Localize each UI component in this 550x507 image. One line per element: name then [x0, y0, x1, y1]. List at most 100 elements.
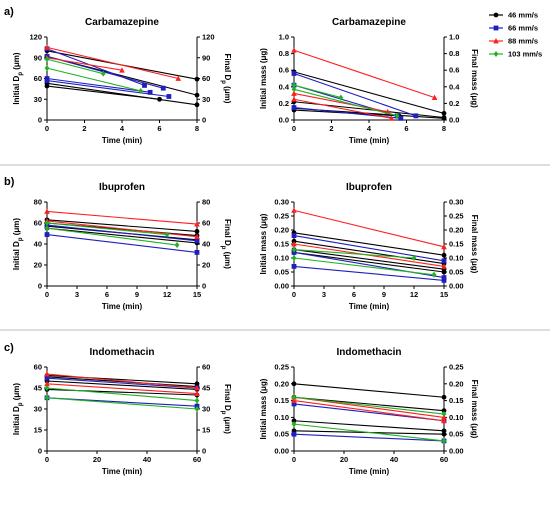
y-tick-label-right: 0 — [202, 447, 206, 456]
data-point — [441, 414, 447, 420]
series-line — [293, 84, 342, 99]
y-tick-label-left: 0 — [38, 282, 42, 291]
data-point — [175, 75, 182, 81]
y-tick-label-right: 0 — [202, 282, 206, 291]
data-point — [194, 406, 200, 412]
y-axis-label-right: Final mass (μg) — [470, 380, 479, 439]
y-tick-label-right: 0.00 — [449, 282, 464, 291]
series-line — [46, 222, 168, 236]
series-line — [46, 48, 145, 86]
y-tick-label-right: 40 — [202, 240, 210, 249]
series-line — [46, 55, 164, 89]
series-line — [46, 77, 151, 93]
chart-title: Indomethacin — [336, 347, 401, 358]
y-tick-label-left: 0.20 — [274, 226, 289, 235]
legend-marker — [493, 25, 499, 31]
series-line — [46, 387, 198, 402]
y-tick-label-left: 0 — [38, 116, 42, 125]
data-point — [441, 408, 447, 414]
panel-labels: a) b) c) — [4, 6, 15, 354]
x-tick-label: 9 — [382, 290, 386, 299]
series-line — [293, 400, 445, 422]
series-line — [293, 240, 445, 265]
panel-label: b) — [4, 176, 15, 188]
series-line — [293, 265, 445, 281]
data-point — [291, 105, 297, 110]
x-tick-label: 60 — [440, 455, 448, 464]
data-point — [291, 431, 297, 437]
x-axis-label: Time (min) — [102, 136, 143, 145]
y-tick-label-right: 0.10 — [449, 413, 464, 422]
legend-label: 88 mm/s — [508, 37, 538, 46]
series-line — [293, 403, 445, 422]
y-tick-label-right: 0.2 — [449, 99, 459, 108]
y-tick-label-left: 1.0 — [279, 33, 289, 42]
y-tick-label-right: 30 — [202, 95, 210, 104]
legend-item: 103 mm/s — [489, 50, 542, 59]
y-tick-label-left: 30 — [34, 95, 42, 104]
data-point — [44, 375, 50, 381]
legend-item: 46 mm/s — [489, 11, 538, 20]
series-line — [293, 209, 445, 248]
y-axis-label-left: Initial mass (μg) — [259, 378, 268, 439]
y-tick-label-left: 15 — [34, 426, 42, 435]
y-axis-label-right: Final Dp (μm) — [220, 384, 232, 434]
data-point — [291, 82, 297, 89]
x-axis-label: Time (min) — [102, 467, 143, 476]
legend-marker — [493, 51, 499, 57]
series-line — [293, 251, 445, 273]
x-tick-label: 0 — [292, 124, 296, 133]
series-line — [46, 373, 198, 389]
data-point — [291, 207, 297, 213]
data-point — [138, 87, 144, 94]
data-point — [441, 263, 447, 269]
data-point — [398, 115, 404, 121]
series-line — [293, 433, 445, 442]
data-point — [291, 90, 297, 96]
y-tick-label-right: 120 — [202, 33, 215, 42]
series-line — [46, 210, 198, 225]
y-tick-label-left: 0.8 — [279, 49, 289, 58]
series-line — [46, 219, 198, 232]
data-point — [394, 112, 400, 119]
data-point — [194, 92, 200, 98]
data-point — [291, 264, 297, 269]
x-tick-label: 20 — [340, 455, 348, 464]
series-line — [46, 383, 198, 395]
series-line — [293, 71, 445, 114]
x-tick-label: 0 — [45, 290, 49, 299]
x-tick-label: 0 — [292, 290, 296, 299]
data-point — [291, 421, 297, 428]
y-tick-label-left: 0.30 — [274, 198, 289, 207]
series-line — [46, 224, 198, 242]
data-point — [194, 238, 200, 244]
x-tick-label: 20 — [93, 455, 101, 464]
data-point — [291, 96, 297, 102]
y-tick-label-left: 0 — [38, 447, 42, 456]
y-tick-label-right: 60 — [202, 74, 210, 83]
legend-marker — [493, 38, 499, 44]
series-line — [46, 46, 179, 80]
x-tick-label: 12 — [163, 290, 171, 299]
data-point — [291, 241, 297, 247]
data-point — [100, 70, 106, 77]
x-tick-label: 0 — [45, 455, 49, 464]
data-point — [291, 381, 297, 387]
data-point — [291, 394, 297, 401]
series-line — [293, 92, 388, 113]
series-line — [293, 423, 445, 442]
data-point — [413, 113, 419, 119]
x-tick-label: 12 — [410, 290, 418, 299]
series-line — [46, 397, 198, 410]
y-tick-label-left: 60 — [34, 219, 42, 228]
y-tick-label-left: 0.00 — [274, 282, 289, 291]
x-tick-label: 15 — [193, 290, 201, 299]
y-tick-label-left: 90 — [34, 53, 42, 62]
y-tick-label-left: 0.25 — [274, 363, 289, 372]
y-tick-label-left: 60 — [34, 74, 42, 83]
data-point — [441, 411, 447, 418]
data-point — [194, 385, 200, 391]
series-line — [46, 80, 169, 98]
data-point — [388, 115, 395, 121]
